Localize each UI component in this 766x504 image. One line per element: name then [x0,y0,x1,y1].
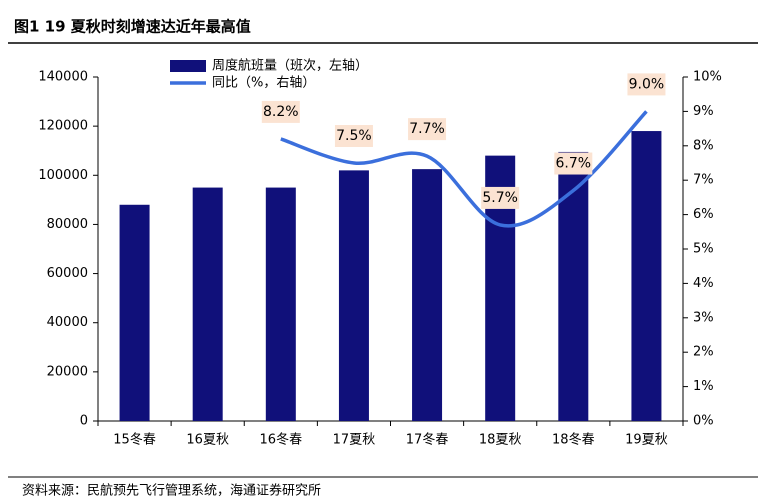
y2-tick-label: 10% [693,70,722,85]
legend-swatch [170,60,206,72]
y2-tick-label: 1% [693,379,714,394]
y2-tick-label: 4% [693,276,714,291]
legend-label: 周度航班量（班次，左轴） [212,58,368,74]
x-tick-label: 18夏秋 [479,433,522,448]
y2-tick-label: 9% [693,104,714,119]
y-tick-label: 60000 [47,266,88,281]
line [280,110,648,228]
y2-tick-label: 0% [693,414,714,429]
bar [338,170,369,421]
data-label: 8.2% [263,104,299,120]
source: 资料来源：民航预先飞行管理系统，海通证券研究所 [22,483,321,499]
data-label: 6.7% [556,156,592,172]
y2-tick-label: 3% [693,310,714,325]
data-label-bg [554,152,593,175]
x-tick-label: 16冬春 [260,432,303,448]
y-tick-label: 0 [80,414,88,429]
x-tick-label: 15冬春 [113,432,156,448]
data-label: 5.7% [482,190,518,206]
y-tick-label: 100000 [38,168,88,183]
y-tick-label: 80000 [47,217,88,232]
data-label-bg [627,73,666,96]
y-tick-label: 140000 [38,70,88,85]
data-label: 7.5% [336,128,372,144]
data-label-bg [334,125,373,147]
bar [631,131,662,422]
y2-tick-label: 6% [693,207,714,222]
x-tick-label: 17冬春 [406,432,449,448]
data-label: 9.0% [629,76,665,92]
bar [119,204,150,421]
data-label-bg [408,118,447,141]
y2-tick-label: 7% [693,173,714,188]
y2-tick-label: 2% [693,345,714,360]
y-tick-label: 20000 [47,364,88,379]
x-tick-label: 19夏秋 [625,433,668,448]
y-tick-label: 40000 [47,315,88,330]
x-tick-label: 16夏秋 [186,433,229,448]
y-tick-label: 120000 [38,119,88,134]
y2-tick-label: 5% [693,242,714,257]
bar [192,187,223,421]
y2-tick-label: 8% [693,138,714,153]
data-label-bg [481,186,520,209]
data-label-bg [261,100,300,123]
legend-label: 同比（%，右轴） [212,76,315,91]
x-tick-label: 17夏秋 [333,433,376,448]
bar [412,169,443,421]
bar [265,187,296,421]
chart-title: 图1 19 夏秋时刻增速达近年最高值 [14,18,251,36]
data-label: 7.7% [409,121,445,137]
x-tick-label: 18冬春 [552,432,595,448]
